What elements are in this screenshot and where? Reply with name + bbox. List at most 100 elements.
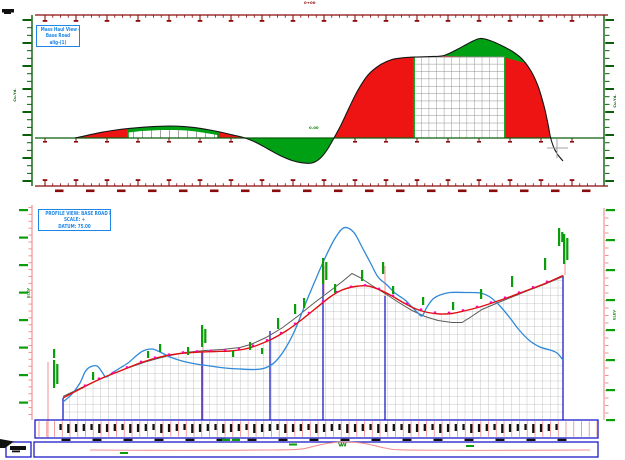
station-text-mark [299, 424, 302, 431]
station-text-mark [431, 424, 434, 430]
station-text-mark [477, 424, 481, 432]
profile-right-axis [603, 208, 615, 422]
mass-bottom-station-labels [55, 189, 591, 193]
profile-left-axis [19, 205, 33, 420]
station-text-mark [183, 424, 186, 430]
bottom-left-mark [0, 439, 14, 448]
fill-region-green-dip [245, 138, 334, 164]
station-green-labels [53, 228, 569, 388]
mass-left-axis [22, 15, 33, 186]
station-text-mark [167, 424, 171, 432]
station-text-mark [229, 424, 233, 432]
mass-bottom-boundary [35, 179, 608, 187]
station-text-mark [408, 424, 411, 433]
cut-fill-regions [75, 38, 550, 164]
station-band [34, 419, 599, 441]
mass-haul-top-station-label: 0+00 [304, 1, 316, 6]
station-text-mark [423, 424, 426, 431]
freehaul-hatch [128, 130, 218, 138]
station-text-mark [330, 424, 333, 431]
station-text-mark [67, 424, 70, 433]
station-text-mark [470, 424, 473, 433]
existing-ground-line [62, 226, 564, 403]
station-text-mark [105, 424, 109, 432]
balance-line-value-label: 0.00 [309, 126, 319, 131]
station-text-mark [237, 424, 240, 431]
station-text-mark [90, 424, 93, 430]
station-text-mark [113, 424, 116, 431]
station-text-mark [152, 424, 155, 430]
station-text-mark [307, 424, 310, 430]
profile-label-line2: SCALE: + [63, 217, 86, 224]
mass-haul-left-axis-title: Cu.Yd. [12, 88, 18, 102]
station-text-mark [284, 424, 287, 433]
mass-haul-view [22, 14, 614, 193]
station-text-mark [415, 424, 419, 432]
station-text-mark [539, 424, 543, 432]
top-left-mark [4, 12, 11, 14]
station-text-mark [454, 424, 457, 431]
band-legend-box [5, 441, 32, 458]
mass-haul-label-box: Mass Haul View of Base Road alig-(1) [36, 25, 80, 47]
mass-haul-curve [74, 37, 564, 164]
superelevation-band [5, 441, 599, 458]
station-text-mark [508, 424, 512, 432]
station-text-mark [74, 424, 78, 432]
station-text-mark [485, 424, 488, 431]
station-text-mark [446, 424, 450, 432]
station-text-mark [439, 424, 442, 433]
station-text-mark [191, 424, 194, 433]
station-text-mark [462, 424, 465, 430]
station-text-mark [322, 424, 326, 432]
station-text-mark [136, 424, 140, 432]
profile-right-axis-title: ELEV [612, 309, 618, 321]
profile-view-label-box: PROFILE VIEW: BASE ROAD PV(1) SCALE: + D… [38, 209, 111, 231]
mass-haul-right-axis-title: Cu.Yd. [612, 94, 618, 108]
station-text-mark [175, 424, 178, 431]
station-text-mark [532, 424, 535, 433]
profile-hatch-area [63, 275, 563, 420]
mass-haul-label-line3: alig-(1) [49, 39, 67, 46]
station-text-mark [369, 424, 372, 430]
superelevation-curve [89, 441, 591, 451]
station-text-mark [346, 424, 349, 433]
station-text-mark [260, 424, 264, 432]
profile-label-line1: PROFILE VIEW: BASE ROAD PV(1) [45, 211, 110, 217]
station-text-mark [144, 424, 147, 431]
station-text-mark [384, 424, 388, 432]
station-text-mark [400, 424, 403, 430]
station-text-mark [268, 424, 271, 431]
station-text-mark [361, 424, 364, 431]
station-text-mark [555, 424, 558, 430]
station-text-mark [121, 424, 124, 430]
mass-haul-label-line1: Mass Haul View of [40, 27, 80, 33]
station-text-mark [493, 424, 496, 430]
profile-left-axis-title: ELEV [26, 287, 32, 299]
station-text-mark [392, 424, 395, 431]
mass-right-axis [603, 15, 614, 186]
station-text-mark [353, 424, 357, 432]
station-text-mark [129, 424, 132, 433]
station-text-mark [276, 424, 279, 430]
mass-haul-label-line2: Base Road [45, 33, 71, 40]
station-text-mark [59, 424, 62, 430]
station-text-mark [206, 424, 209, 431]
station-text-mark [377, 424, 380, 433]
design-profile-line [62, 274, 564, 399]
top-left-mark [2, 9, 14, 13]
station-text-mark [82, 424, 85, 431]
station-text-mark [245, 424, 248, 430]
station-text-mark [547, 424, 550, 431]
station-text-mark [222, 424, 225, 433]
station-text-mark [516, 424, 519, 431]
station-text-mark [98, 424, 101, 433]
station-text-mark [198, 424, 202, 432]
station-text-mark [160, 424, 163, 433]
profile-label-line3: DATUM: 75.00 [58, 223, 91, 230]
station-text-mark [338, 424, 341, 430]
design-point-dots [83, 280, 549, 387]
superelevation-label: VW [338, 442, 347, 449]
station-text-mark [214, 424, 217, 430]
